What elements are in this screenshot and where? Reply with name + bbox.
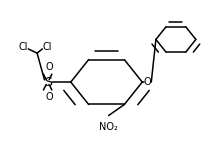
Text: S: S [44, 76, 52, 89]
Text: Cl: Cl [19, 42, 28, 52]
Text: Cl: Cl [42, 42, 52, 52]
Text: O: O [144, 77, 151, 87]
Text: O: O [45, 92, 53, 102]
Text: NO₂: NO₂ [99, 122, 118, 132]
Text: O: O [45, 62, 53, 72]
